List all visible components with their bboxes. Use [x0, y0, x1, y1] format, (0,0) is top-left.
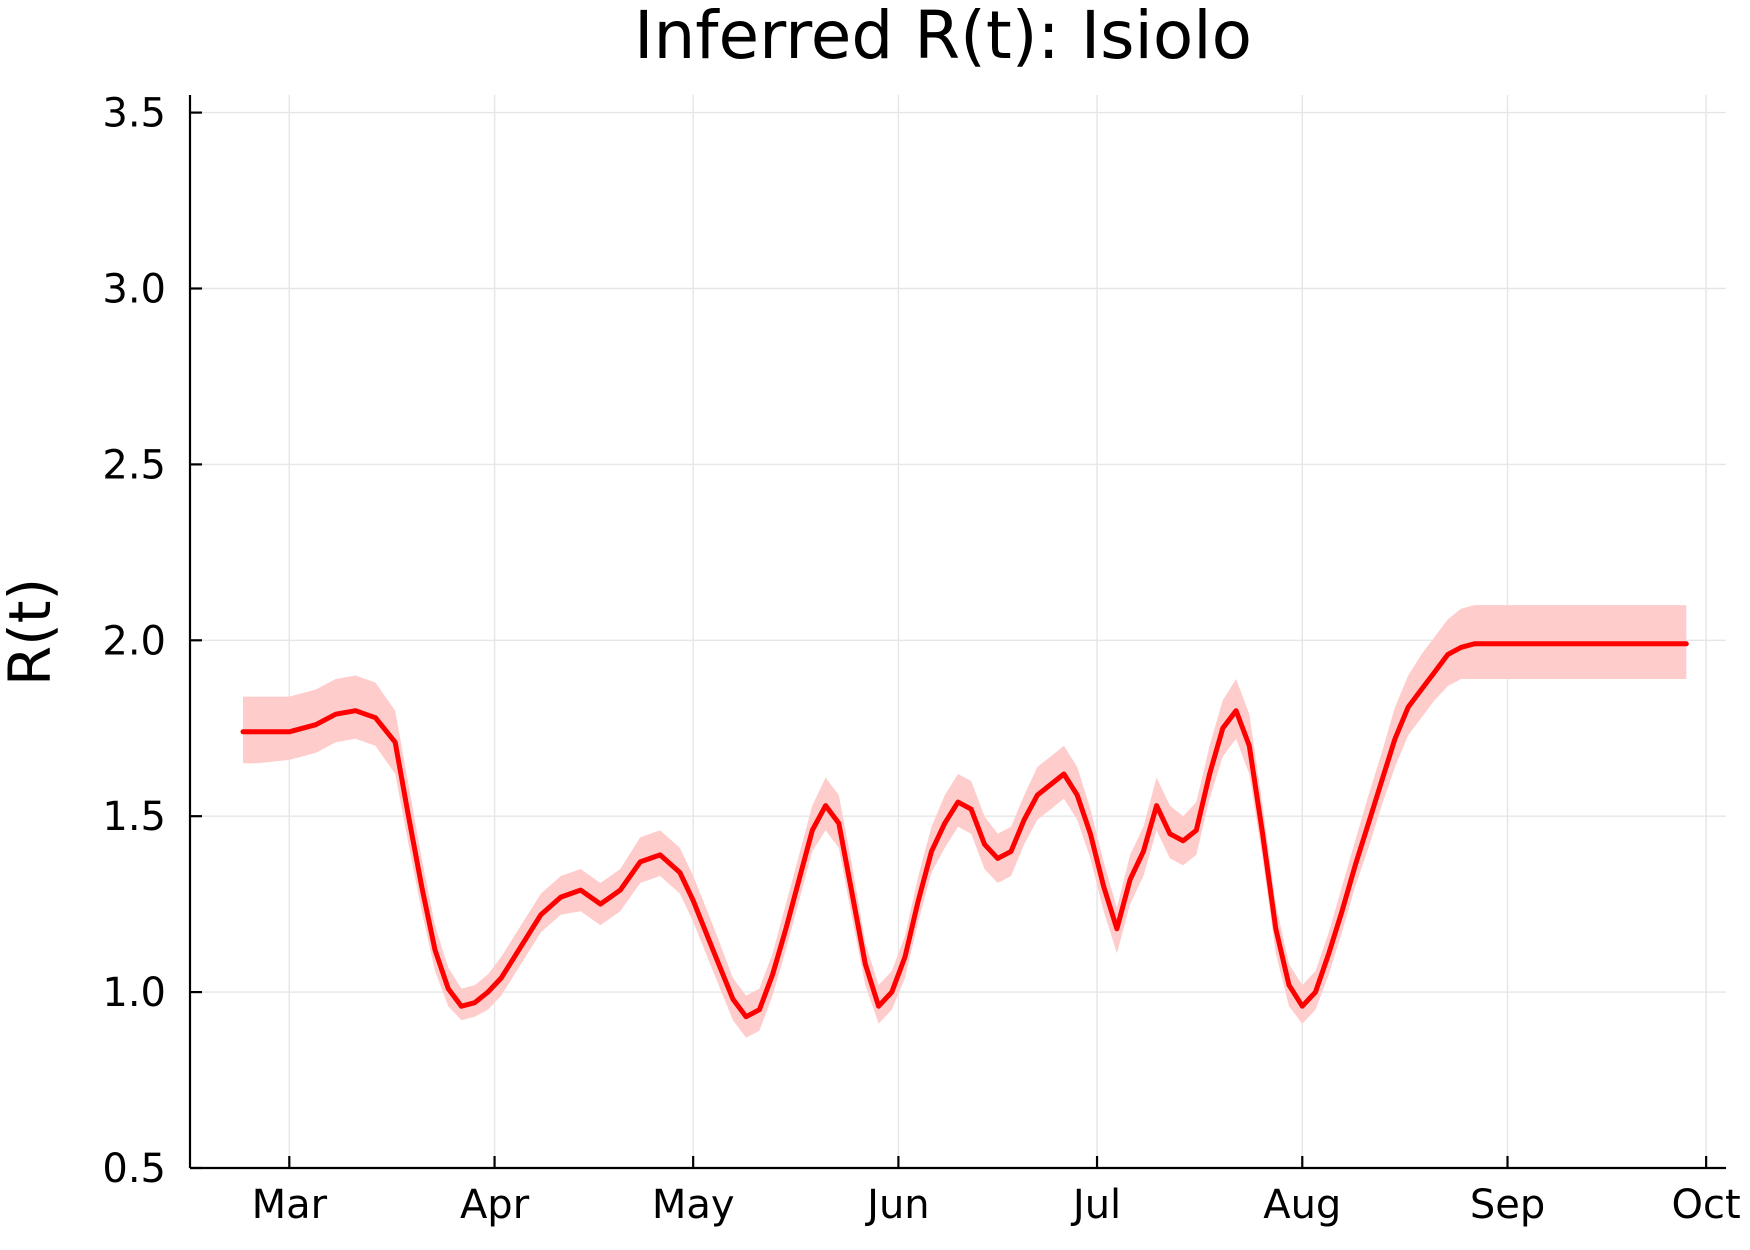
credible-interval-band — [243, 605, 1687, 1038]
y-axis-label: R(t) — [0, 578, 64, 686]
x-ticks: Mar Apr May Jun Jul Aug Sep Oct — [252, 1156, 1741, 1228]
x-tick-label: Jul — [1070, 1182, 1121, 1228]
x-tick-label: Oct — [1672, 1182, 1741, 1228]
y-tick-label: 2.5 — [102, 442, 166, 488]
x-tick-label: Aug — [1263, 1182, 1341, 1228]
x-tick-label: Mar — [252, 1182, 328, 1228]
x-tick-label: Apr — [460, 1182, 530, 1228]
x-tick-label: Sep — [1470, 1182, 1545, 1228]
y-tick-label: 1.5 — [102, 794, 166, 840]
x-tick-label: May — [652, 1182, 735, 1228]
y-tick-label: 0.5 — [102, 1146, 166, 1192]
chart-title: Inferred R(t): Isiolo — [634, 0, 1252, 74]
y-tick-label: 3.0 — [102, 266, 166, 312]
rt-line — [240, 641, 1689, 1020]
y-tick-label: 3.5 — [102, 91, 166, 137]
y-ticks: 0.5 1.0 1.5 2.0 2.5 3.0 3.5 — [102, 91, 202, 1192]
x-tick-label: Jun — [864, 1182, 930, 1228]
y-tick-label: 1.0 — [102, 970, 166, 1016]
y-tick-label: 2.0 — [102, 618, 166, 664]
